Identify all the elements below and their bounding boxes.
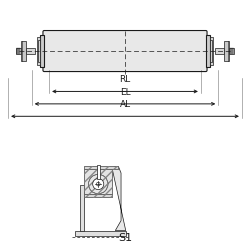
Polygon shape [215, 48, 224, 54]
Circle shape [88, 174, 108, 194]
Polygon shape [224, 41, 230, 61]
Polygon shape [112, 167, 126, 230]
Polygon shape [20, 41, 25, 61]
Text: S1: S1 [118, 233, 132, 243]
Text: EL: EL [120, 88, 130, 97]
Text: RL: RL [120, 76, 130, 84]
Polygon shape [84, 194, 112, 197]
Polygon shape [38, 40, 40, 62]
Text: AL: AL [120, 100, 130, 109]
Polygon shape [84, 166, 118, 169]
Polygon shape [84, 169, 112, 194]
Polygon shape [97, 165, 100, 178]
Polygon shape [40, 35, 44, 67]
Circle shape [93, 178, 104, 190]
Polygon shape [26, 48, 35, 54]
Polygon shape [210, 40, 212, 62]
Polygon shape [80, 185, 84, 230]
FancyBboxPatch shape [43, 30, 207, 72]
Polygon shape [210, 37, 213, 65]
Polygon shape [230, 48, 234, 54]
Polygon shape [16, 48, 20, 54]
Polygon shape [75, 230, 126, 236]
Polygon shape [206, 35, 210, 67]
Polygon shape [37, 37, 40, 65]
